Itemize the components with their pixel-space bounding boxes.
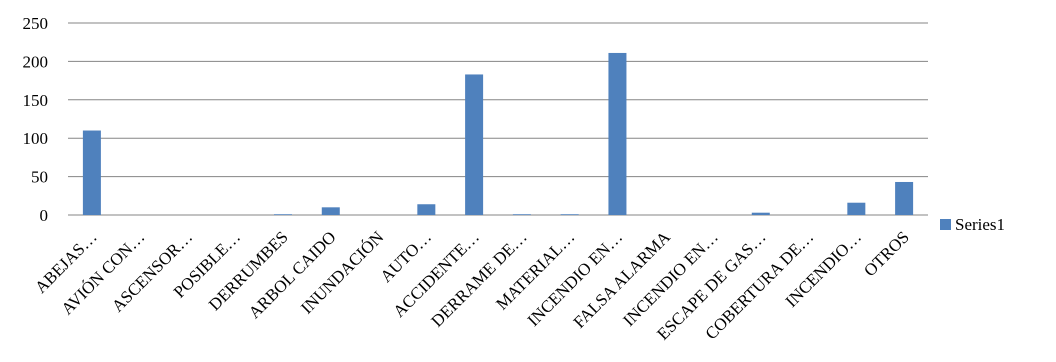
bar bbox=[560, 214, 579, 215]
bar bbox=[82, 130, 101, 215]
bar bbox=[512, 214, 531, 215]
y-tick-label: 200 bbox=[23, 52, 49, 71]
legend-swatch bbox=[940, 219, 951, 230]
bar bbox=[895, 181, 914, 215]
x-axis-labels: ABEJAS…AVIÓN CON…ASCENSOR…POSIBLE…DERRUM… bbox=[31, 227, 913, 344]
bar bbox=[274, 214, 292, 215]
x-tick-label: OTROS bbox=[860, 227, 913, 280]
bar bbox=[465, 74, 484, 216]
y-tick-label: 50 bbox=[31, 168, 48, 187]
bar bbox=[751, 212, 770, 215]
bars bbox=[82, 52, 914, 216]
y-axis-ticks: 0 50 100 150 200 250 bbox=[23, 14, 49, 225]
legend-label: Series1 bbox=[955, 215, 1005, 234]
bar bbox=[608, 52, 627, 216]
bar bbox=[847, 202, 866, 215]
y-tick-label: 150 bbox=[23, 91, 49, 110]
bar bbox=[417, 204, 436, 215]
y-tick-label: 250 bbox=[23, 14, 49, 33]
grid-layer bbox=[68, 22, 928, 216]
x-tick-label: INUNDACIÓN bbox=[297, 227, 387, 317]
y-tick-label: 100 bbox=[23, 129, 49, 148]
x-tick-label: AVIÓN CON… bbox=[57, 227, 148, 318]
bar bbox=[321, 207, 340, 215]
y-tick-label: 0 bbox=[40, 206, 49, 225]
x-tick-label: ACCIDENTE… bbox=[389, 227, 483, 321]
legend: Series1 bbox=[940, 215, 1005, 234]
